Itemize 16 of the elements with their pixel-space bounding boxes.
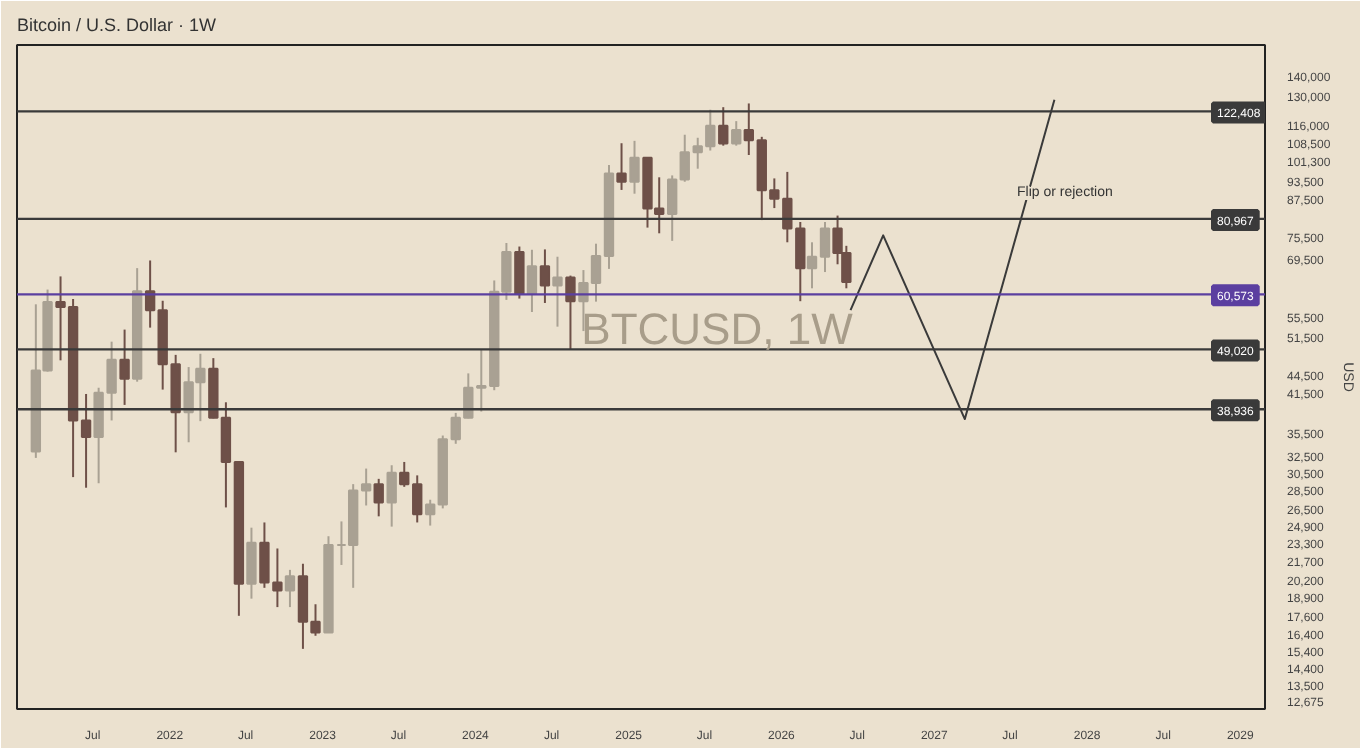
candlestick xyxy=(552,255,563,328)
candlestick xyxy=(284,568,296,609)
candlestick xyxy=(119,328,130,406)
candlestick xyxy=(526,248,538,313)
candlestick xyxy=(718,106,729,147)
candlestick xyxy=(565,274,576,350)
chart-title: Bitcoin / U.S. Dollar · 1W xyxy=(17,15,218,35)
candlestick xyxy=(616,142,627,191)
candlestick xyxy=(386,464,397,528)
candlestick xyxy=(373,477,384,518)
candlestick xyxy=(514,245,525,300)
annotation: BTCUSD, 1W xyxy=(581,304,854,354)
candlestick xyxy=(731,120,742,147)
candlestick xyxy=(246,526,257,600)
candlestick xyxy=(629,139,640,195)
candlestick xyxy=(539,248,551,304)
